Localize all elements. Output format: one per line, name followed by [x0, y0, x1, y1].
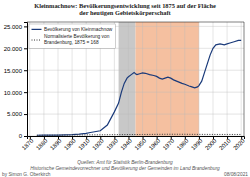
x-tick: 1960 — [148, 136, 162, 151]
y-tick-label: 20.000 — [4, 46, 23, 52]
x-tick-label: 1960 — [148, 137, 162, 151]
x-tick: 1950 — [134, 136, 148, 151]
x-tick: 1910 — [77, 136, 91, 151]
series-line — [37, 134, 241, 135]
x-tick-label: 1890 — [49, 137, 63, 151]
y-tick-label: 25.000 — [4, 24, 23, 30]
x-tick-label: 1920 — [91, 137, 105, 151]
grid-line-y — [27, 114, 244, 115]
y-tick-mark — [24, 70, 27, 71]
legend-box — [29, 24, 115, 48]
grid — [27, 22, 244, 136]
shaded-period — [136, 22, 199, 136]
y-tick-mark — [24, 48, 27, 49]
x-tick: 1970 — [162, 136, 176, 151]
x-tick-label: 2000 — [204, 137, 218, 151]
y-tick-mark — [24, 136, 27, 137]
y-axis-line — [24, 23, 28, 137]
y-tick-label: 0 — [19, 133, 23, 139]
plot-area: 1870188018901900191019201930194019501960… — [4, 22, 247, 151]
x-tick: 1890 — [49, 136, 63, 151]
legend-label: Normalisierte Bevölkerung vonBrandenburg… — [44, 34, 110, 45]
x-tick: 1870 — [21, 136, 35, 151]
x-tick-label: 1870 — [21, 137, 35, 151]
x-axis: 1870188018901900191019201930194019501960… — [21, 136, 247, 151]
annotation: Quellen: Amt für Statistik Berlin-Brande… — [77, 160, 173, 165]
x-tick-label: 1900 — [63, 137, 77, 151]
grid-line-x — [184, 22, 185, 136]
x-tick: 2020 — [232, 136, 246, 151]
grid-line-x — [198, 22, 199, 136]
legend-swatch — [32, 29, 42, 30]
x-tick-label: 1990 — [190, 137, 204, 151]
legend-item: Bevölkerung von Kleinmachnow — [32, 27, 113, 32]
y-tick-mark — [24, 92, 27, 93]
grid-line-y — [27, 92, 244, 93]
grid-line-x — [213, 22, 214, 136]
x-tick: 1990 — [190, 136, 204, 151]
x-tick-label: 1950 — [134, 137, 148, 151]
marks — [27, 22, 244, 136]
x-tick-label: 2020 — [232, 137, 246, 151]
legend-swatch — [32, 40, 42, 41]
y-tick-label: 5.000 — [7, 111, 23, 117]
y-tick: 15.000 — [4, 68, 27, 74]
y-tick: 0 — [19, 133, 27, 139]
x-tick-label: 1930 — [105, 137, 119, 151]
annotation: 08/08/2021 — [224, 172, 248, 177]
legend-item: Normalisierte Bevölkerung vonBrandenburg… — [32, 34, 110, 45]
chart: Kleinmachnow: Bevölkerungsentwicklung se… — [0, 0, 250, 177]
grid-line-x — [227, 22, 228, 136]
frame-right — [244, 22, 245, 136]
series-line — [37, 40, 241, 135]
x-tick: 2000 — [204, 136, 218, 151]
x-tick-label: 1980 — [176, 137, 190, 151]
y-tick-label: 15.000 — [4, 68, 23, 74]
x-tick-label: 1910 — [77, 137, 91, 151]
frame-top — [27, 22, 244, 23]
y-axis: 0 5.000 10.000 15.000 20.000 25.000 — [4, 23, 28, 140]
y-tick: 5.000 — [7, 111, 27, 117]
x-tick-label: 1940 — [119, 137, 133, 151]
x-tick: 2010 — [218, 136, 232, 151]
legend-label: Bevölkerung von Kleinmachnow — [44, 27, 113, 32]
x-tick: 1980 — [176, 136, 190, 151]
grid-line-x — [241, 22, 242, 136]
y-tick: 10.000 — [4, 90, 27, 96]
title: Kleinmachnow: Bevölkerungsentwicklung se… — [34, 2, 216, 16]
y-tick: 25.000 — [4, 24, 27, 30]
grid-line-x — [128, 22, 129, 136]
x-tick-label: 2010 — [218, 137, 232, 151]
annotation: Historische Gemeindevorrechner und Bevöl… — [30, 166, 220, 171]
legend: Bevölkerung von Kleinmachnow Normalisiert… — [29, 24, 115, 48]
x-tick: 1930 — [105, 136, 119, 151]
x-tick-label: 1970 — [162, 137, 176, 151]
annotation: by Simon G. Oberkirch — [2, 172, 51, 177]
y-tick-label: 10.000 — [4, 90, 23, 96]
x-tick: 1940 — [119, 136, 133, 151]
x-tick: 1880 — [35, 136, 49, 151]
x-tick: 1920 — [91, 136, 105, 151]
grid-line-x — [142, 22, 143, 136]
y-tick-mark — [24, 26, 27, 27]
y-tick-mark — [24, 114, 27, 115]
grid-line-x — [156, 22, 157, 136]
x-tick-label: 1880 — [35, 137, 49, 151]
grid-line-y — [27, 70, 244, 71]
x-tick: 1900 — [63, 136, 77, 151]
y-tick: 20.000 — [4, 46, 27, 52]
